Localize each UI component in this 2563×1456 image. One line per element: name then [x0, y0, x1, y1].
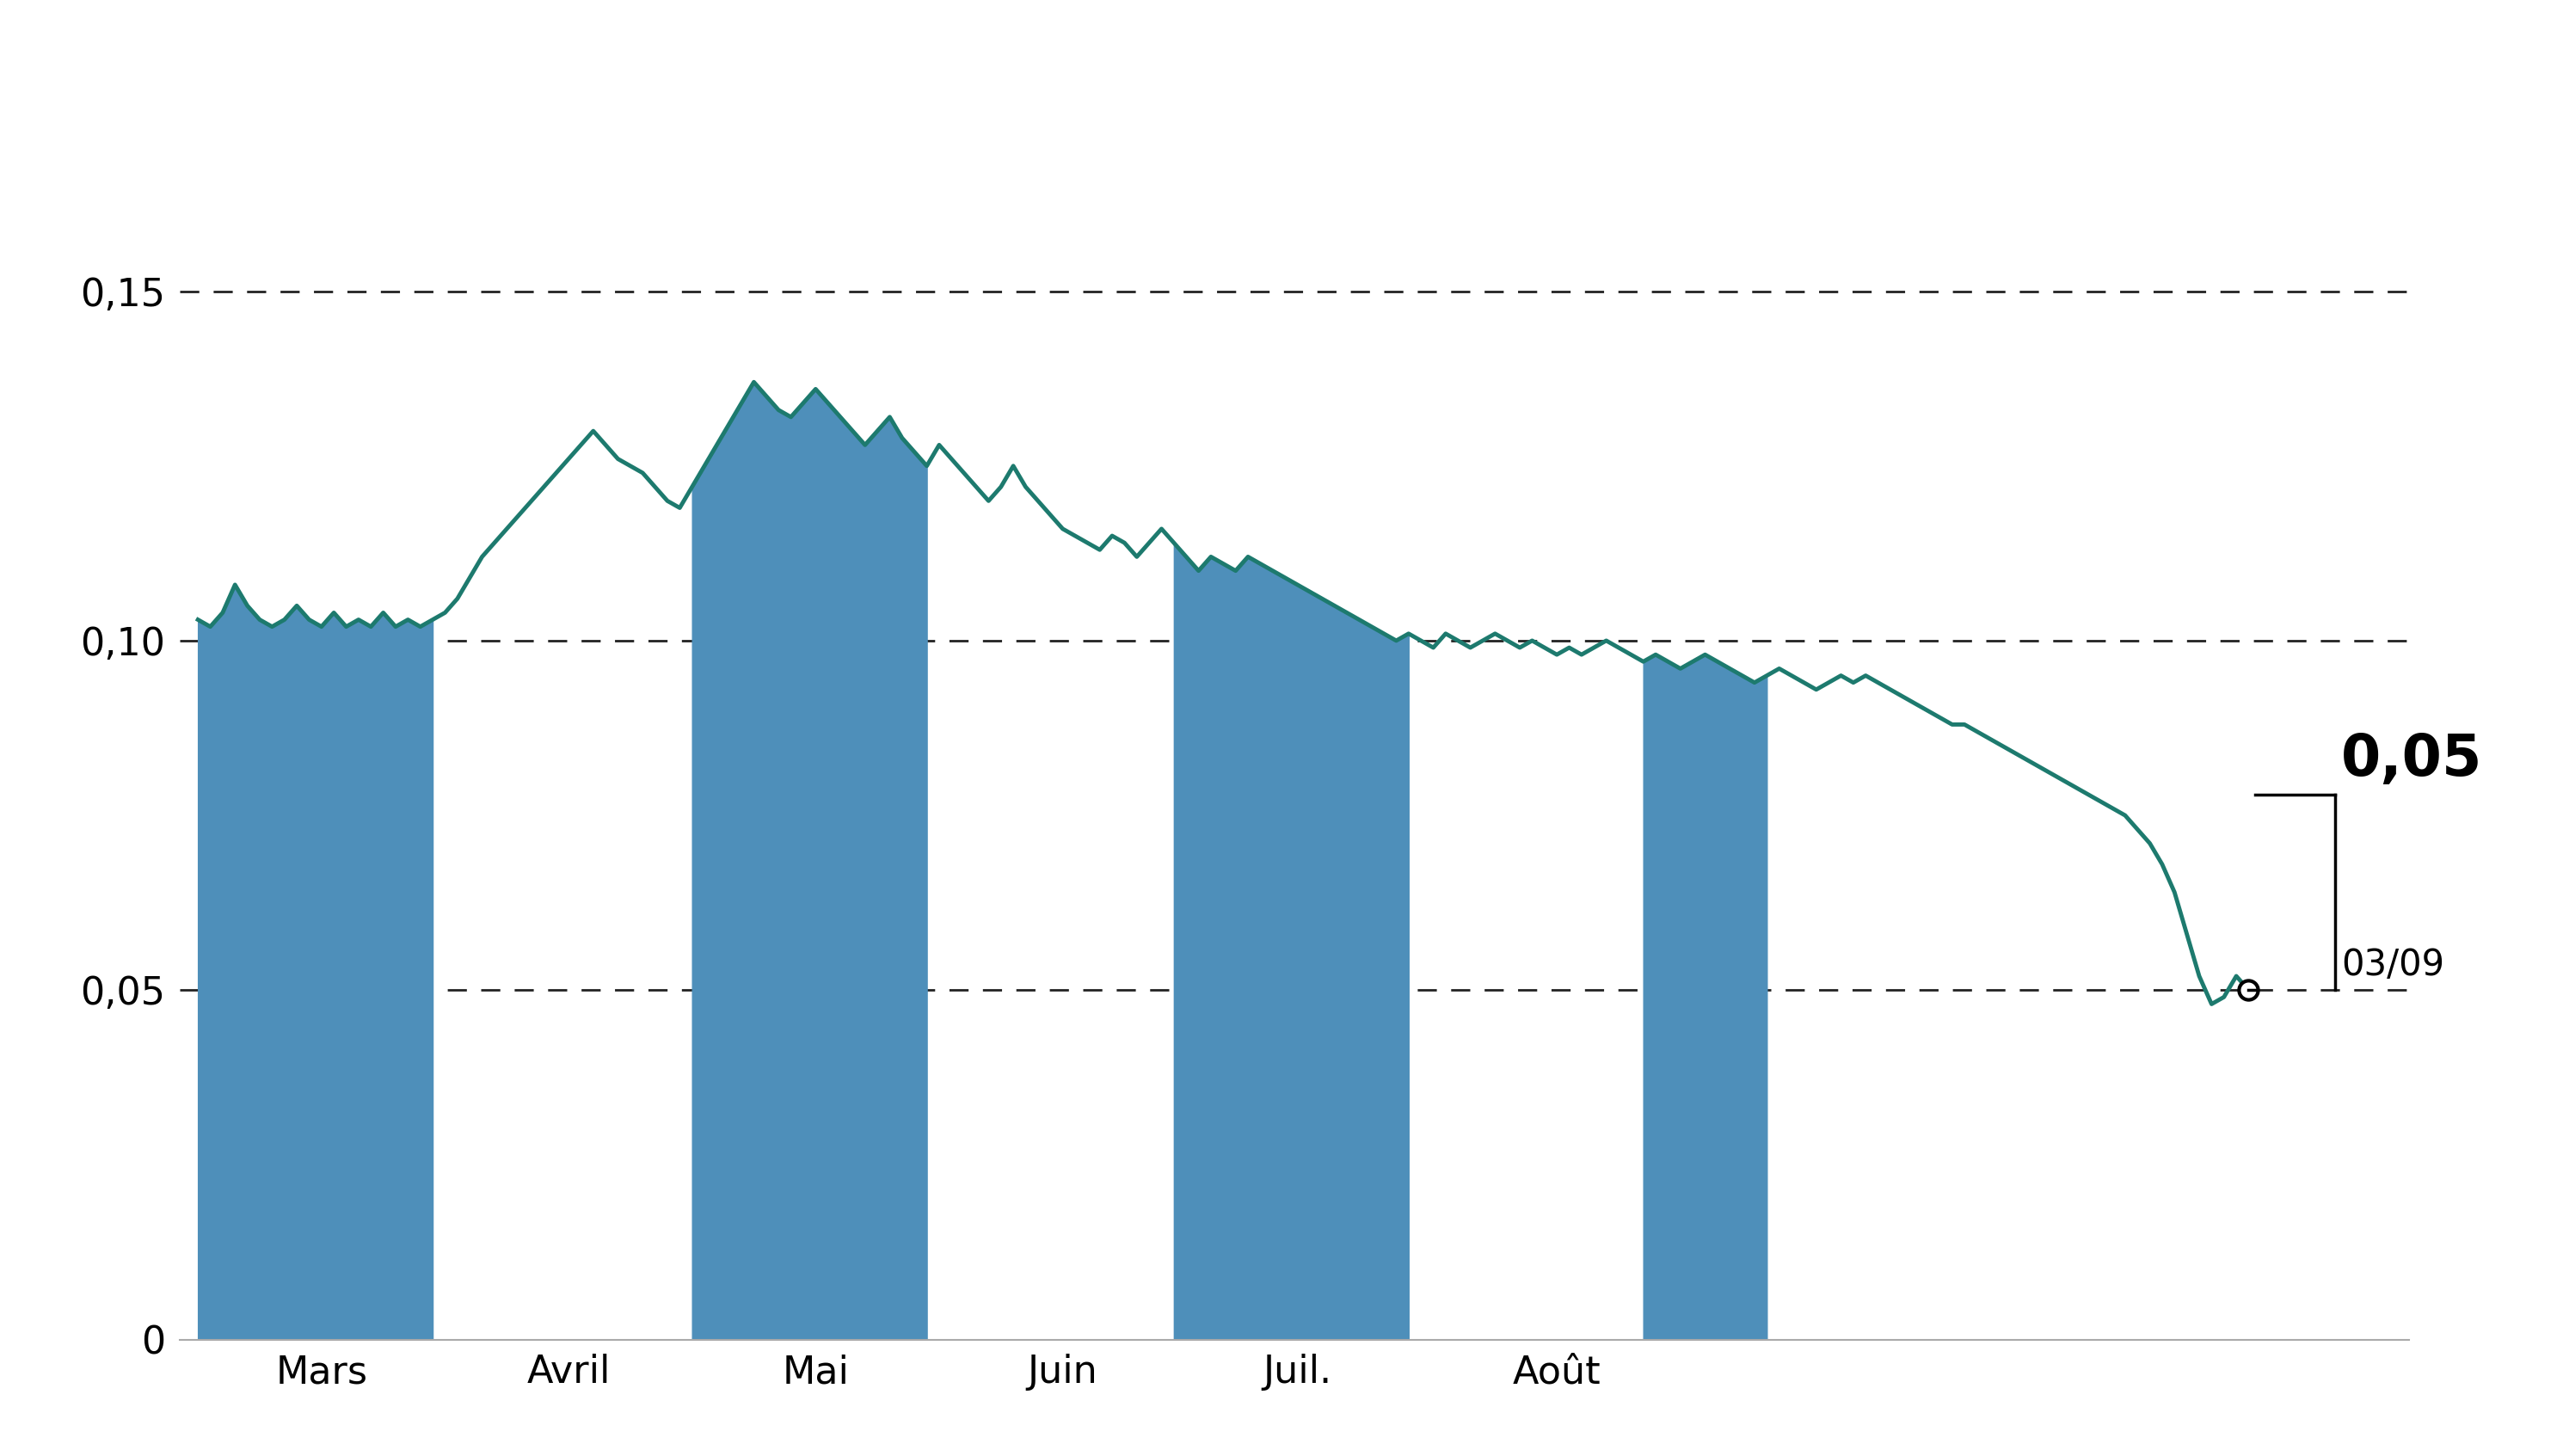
Text: 03/09: 03/09	[2340, 946, 2445, 983]
Text: QUANTUM GENOMICS: QUANTUM GENOMICS	[702, 23, 1861, 115]
Text: 0,05: 0,05	[2340, 731, 2484, 788]
